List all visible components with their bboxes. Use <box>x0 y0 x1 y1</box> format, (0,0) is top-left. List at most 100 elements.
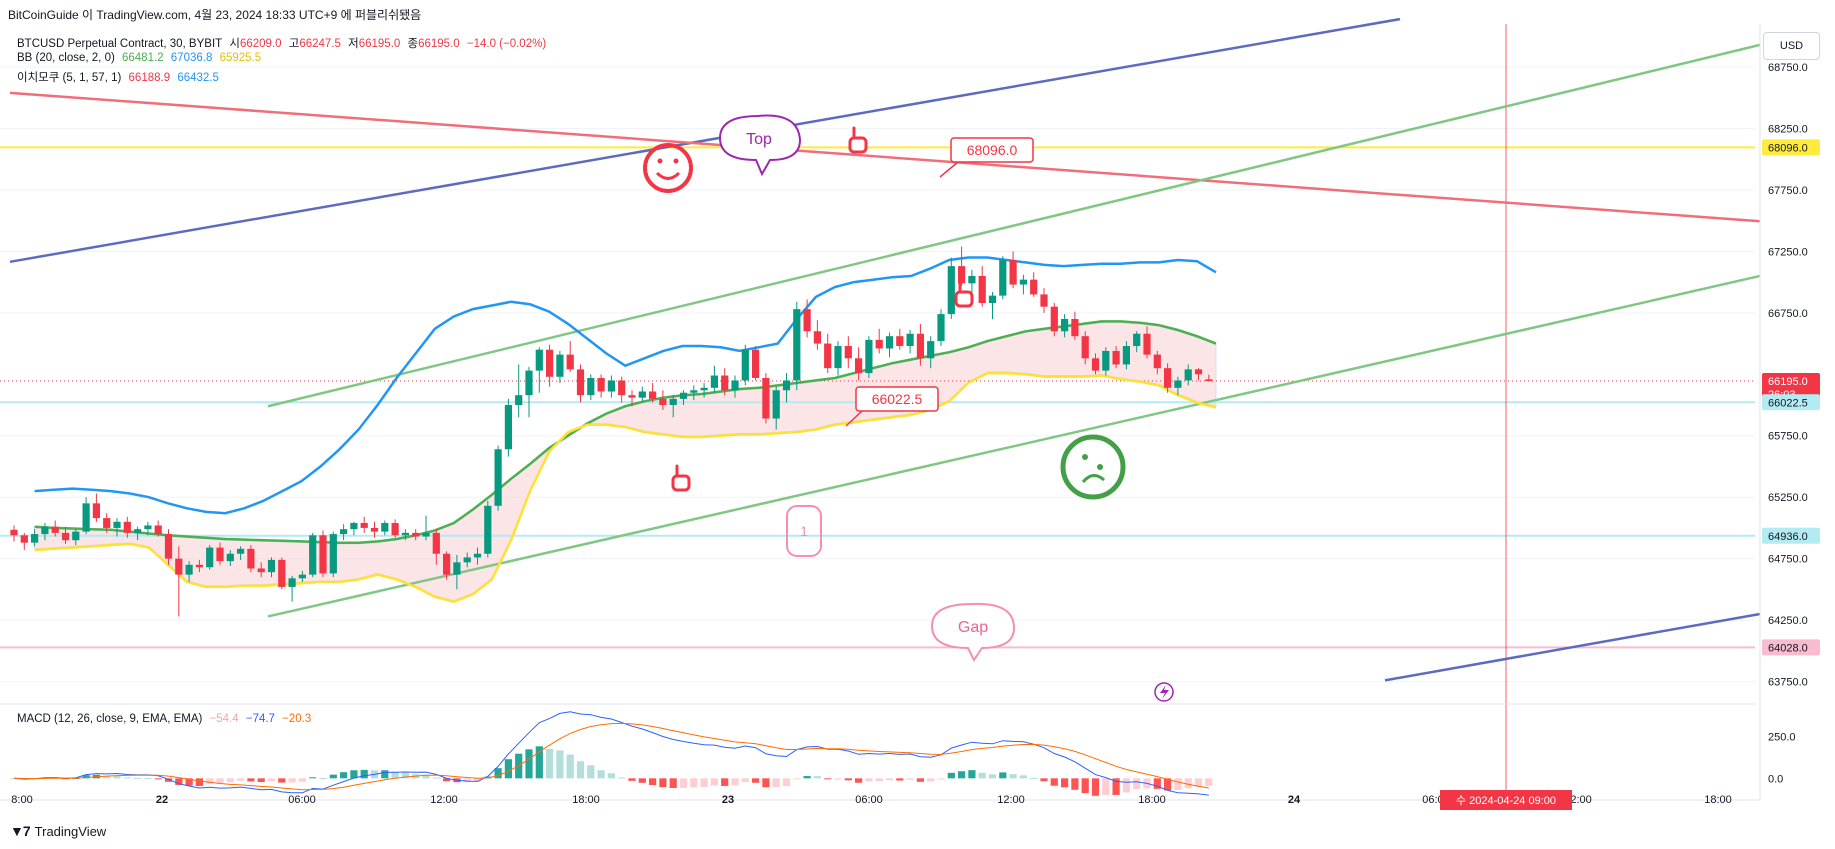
candle-body <box>298 574 306 579</box>
smiley-outline <box>643 143 693 193</box>
macd-histogram-bar <box>525 749 533 779</box>
time-tick-label: 23 <box>722 794 734 806</box>
macd-histogram-bar <box>391 771 399 779</box>
candle-body <box>237 548 245 554</box>
candle-body <box>484 505 492 554</box>
candle-body <box>92 503 100 519</box>
macd-histogram-bar <box>988 774 997 779</box>
sad-mouth <box>1081 474 1106 484</box>
trend-lines <box>9 17 1761 682</box>
macd-histogram-bar <box>113 776 121 779</box>
candle-body <box>257 568 265 573</box>
candle-body <box>978 275 986 304</box>
macd-legend[interactable]: MACD (12, 26, close, 9, EMA, EMA) −54.4 … <box>17 713 315 725</box>
candle-body <box>401 532 409 536</box>
hand-palm <box>848 136 868 154</box>
candle-body <box>1050 306 1058 332</box>
candle-body <box>515 395 523 406</box>
time-tick-label: 18:00 <box>572 794 600 806</box>
candle-body <box>1174 380 1182 388</box>
legend-high: 66247.5 <box>299 38 341 50</box>
candle <box>473 547 482 565</box>
candle <box>1019 274 1027 295</box>
macd-line <box>13 711 1209 796</box>
macd-histogram-bar <box>1009 774 1017 779</box>
candle <box>1061 314 1069 338</box>
macd-histogram-bar <box>216 778 224 784</box>
candle <box>762 373 770 424</box>
macd-histogram-bar <box>226 778 234 783</box>
legend-close-label: 종 <box>407 38 419 50</box>
candle <box>638 386 646 403</box>
candle <box>710 365 718 393</box>
candle-body <box>700 387 708 391</box>
horizontal-levels <box>0 24 1755 800</box>
price-highlight-label-bg <box>1762 639 1820 656</box>
candle <box>937 309 945 347</box>
macd-histogram-bar <box>288 778 296 783</box>
currency-button[interactable]: USD <box>1763 32 1820 60</box>
candle <box>978 266 986 307</box>
candle-body <box>1164 368 1172 388</box>
macd-histogram-bar <box>834 778 842 780</box>
macd-histogram-bar <box>350 770 358 779</box>
candle-body <box>566 354 574 370</box>
price-tick-label: 63750.0 <box>1768 677 1808 689</box>
macd-histogram-bar <box>154 778 162 780</box>
macd-histogram-bar <box>1102 778 1110 795</box>
sad-face-icon <box>1060 434 1126 500</box>
macd-histogram-bar <box>473 778 482 782</box>
macd-histogram-bar <box>422 774 430 779</box>
macd-histogram-bar <box>1164 778 1172 791</box>
macd-histogram-bar <box>61 778 70 780</box>
candle-body <box>638 391 646 398</box>
macd-histogram-bar <box>432 777 440 779</box>
macd-histogram-bar <box>968 770 976 779</box>
macd-histogram-bar <box>401 772 409 779</box>
macd-histogram-bar <box>298 778 306 782</box>
macd-histogram-bar <box>649 778 657 786</box>
price-axis: 68750.0 68250.0 67750.0 67250.0 66750.0 65750… <box>1759 24 1820 800</box>
candle <box>1184 364 1192 386</box>
candle-body <box>772 390 780 419</box>
macd-histogram-bar <box>690 778 698 788</box>
gap-callout: Gap <box>930 602 1016 662</box>
price-highlight-label: 66195.0 <box>1768 376 1808 388</box>
macd-histogram-bar <box>978 772 986 779</box>
price-callout-text: 66022.5 <box>872 391 923 407</box>
price-callout-pointer <box>939 161 959 178</box>
crosshair-time-label: 수 2024-04-24 09:00 <box>1456 794 1556 807</box>
candle-body <box>82 503 90 532</box>
time-tick-label: 12:00 <box>997 794 1025 806</box>
candle-body <box>144 525 152 530</box>
price-callout-mid: 66022.5 <box>845 386 939 427</box>
bb-legend[interactable]: BB (20, close, 2, 0) 66481.2 67036.8 659… <box>17 52 265 64</box>
legend-symbol[interactable]: BTCUSD Perpetual Contract, 30, BYBIT <box>17 38 223 50</box>
candle <box>988 291 997 319</box>
price-highlight-label: 66022.5 <box>1768 397 1808 409</box>
candle <box>381 520 389 536</box>
candle-body <box>504 405 512 450</box>
macd-histogram-bar <box>679 778 688 788</box>
tradingview-brand[interactable]: ▼7 TradingView <box>10 823 106 839</box>
candle-body <box>762 377 770 419</box>
legend-open: 66209.0 <box>239 38 282 50</box>
candle <box>329 531 337 578</box>
blue-channel-upper <box>9 17 1401 264</box>
top-callout: Top <box>718 114 802 177</box>
candle-body <box>679 392 688 399</box>
candle-body <box>628 395 636 398</box>
chart-canvas[interactable]: Top Gap 68096.0 66022.5 1 68750.0 68250.0 6775… <box>0 0 1835 820</box>
candle-body <box>1133 333 1141 347</box>
ichimoku-legend[interactable]: 이치모쿠 (5, 1, 57, 1) 66188.9 66432.5 <box>17 69 223 85</box>
candle-body <box>937 314 945 342</box>
candle <box>1030 272 1038 297</box>
bollinger-bands <box>34 256 1217 604</box>
candle-body <box>267 559 276 573</box>
candle <box>927 336 935 369</box>
pointing-hand-icon <box>954 280 974 308</box>
macd-histogram-bar <box>82 775 90 779</box>
hand-palm <box>954 290 974 308</box>
candle-body <box>381 523 389 532</box>
bb-upper-value: 67036.8 <box>170 52 213 64</box>
